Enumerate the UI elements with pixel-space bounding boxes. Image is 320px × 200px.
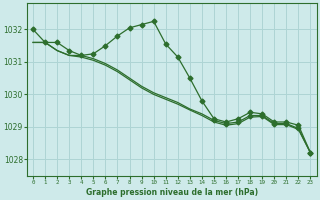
X-axis label: Graphe pression niveau de la mer (hPa): Graphe pression niveau de la mer (hPa) [86,188,258,197]
